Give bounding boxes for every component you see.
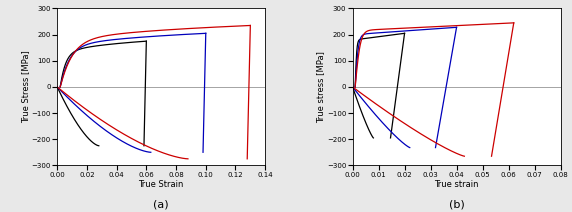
X-axis label: True strain: True strain: [434, 180, 479, 189]
Y-axis label: True stress [MPa]: True stress [MPa]: [316, 51, 325, 123]
X-axis label: True Strain: True Strain: [138, 180, 184, 189]
Title: (b): (b): [448, 199, 464, 209]
Title: (a): (a): [153, 199, 169, 209]
Y-axis label: True Stress [MPa]: True Stress [MPa]: [21, 50, 30, 123]
